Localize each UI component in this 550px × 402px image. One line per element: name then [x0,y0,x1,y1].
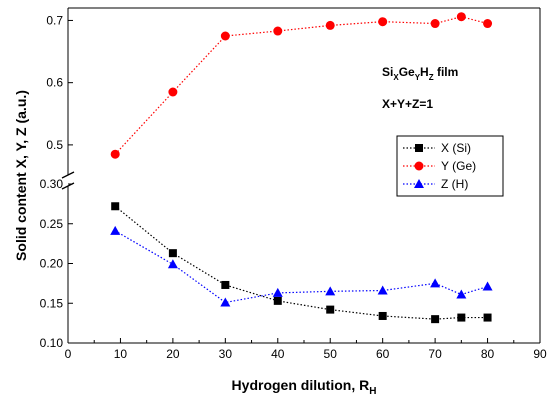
y-tick-label: 0.7 [46,13,63,27]
data-point [273,26,283,36]
data-point [325,20,335,30]
y-tick-label: 0.30 [40,177,64,191]
x-tick-label: 40 [271,347,285,361]
axis-break-mark [61,171,75,179]
data-point [325,286,336,296]
data-point [272,287,283,297]
x-tick-label: 60 [376,347,390,361]
y-tick-label: 0.20 [40,257,64,271]
data-point [110,149,120,159]
x-tick-label: 30 [219,347,233,361]
data-point [483,313,492,322]
y-tick-label: 0.5 [46,138,63,152]
legend-marker [414,179,424,188]
data-point [273,296,282,305]
legend-marker [414,161,424,171]
data-point [378,311,387,320]
legend-label: X (Si) [441,141,471,155]
x-tick-label: 80 [481,347,495,361]
data-point [430,278,441,288]
data-point [220,31,230,41]
x-tick-label: 50 [324,347,338,361]
y-tick-label: 0.15 [40,296,64,310]
series-line [114,230,488,304]
legend-label: Y (Ge) [441,159,476,173]
legend-label: Z (H) [441,177,468,191]
film-label: SiXGeYHZ film [382,65,458,82]
constraint-label: X+Y+Z=1 [382,97,433,111]
y-tick-label: 0.6 [46,76,63,90]
data-point [168,87,178,97]
data-point [430,19,440,29]
data-point [326,305,335,314]
data-point [483,19,493,29]
x-tick-label: 20 [166,347,180,361]
data-point [456,289,467,299]
y-axis-title: Solid content X, Y, Z (a.u.) [13,90,29,261]
data-point [456,12,466,22]
data-point [377,285,388,295]
x-tick-label: 70 [428,347,442,361]
data-point [111,202,120,211]
data-point [457,313,466,322]
data-point [110,225,121,235]
x-tick-label: 0 [65,347,72,361]
y-tick-label: 0.10 [40,336,64,350]
annotations: SiXGeYHZ film X+Y+Z=1 [382,65,458,111]
axes: 0 10 20 30 40 50 60 70 80 90 0.10 0.15 0.20 0.25 0.30 0… [13,7,547,397]
plot-area [110,12,493,324]
data-point [220,297,231,307]
legend: X (Si) Y (Ge) Z (H) [396,135,504,197]
data-point [168,249,177,258]
y-tick-label: 0.25 [40,217,64,231]
series-line [114,205,488,320]
legend-marker [415,144,423,152]
data-point [378,17,388,27]
series-1 [110,12,493,159]
series-line [114,16,488,155]
series-2 [110,225,493,307]
x-axis-title: Hydrogen dilution, RH [232,377,377,397]
series-0 [111,202,492,324]
x-tick-label: 10 [114,347,128,361]
data-point [167,259,178,269]
data-point [221,280,230,289]
x-tick-label: 90 [533,347,547,361]
data-point [482,281,493,291]
data-point [431,315,440,324]
